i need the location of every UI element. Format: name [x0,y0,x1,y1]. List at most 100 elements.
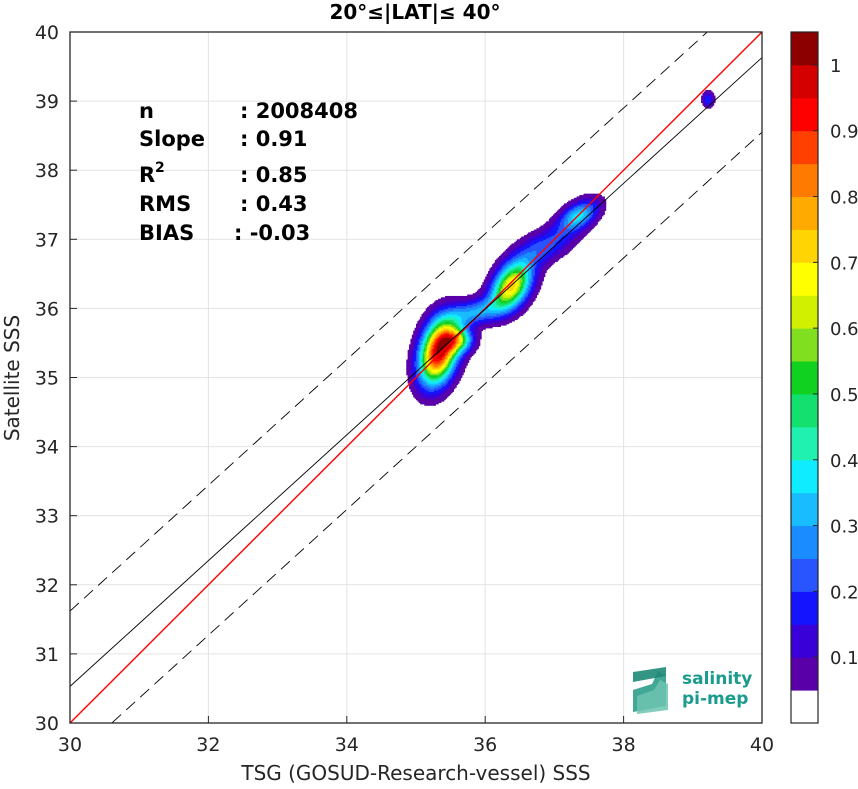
density-cell [522,305,525,308]
density-cell [445,301,448,304]
density-cell [461,371,464,374]
density-cell [496,287,499,290]
density-cell [467,349,470,352]
density-cell [440,359,443,362]
density-cell [425,318,428,321]
density-cell [442,354,445,356]
density-cell [436,378,439,381]
density-cell [514,287,517,290]
density-cell [512,289,515,292]
density-cell [483,286,486,289]
density-cell [449,349,452,352]
density-cell [417,348,420,351]
density-cell [421,367,424,370]
density-cell [425,329,428,332]
density-cell [511,298,514,301]
density-cell [449,380,452,383]
density-cell [482,300,485,303]
density-cell [501,264,504,267]
density-cell [453,320,456,323]
density-cell [482,327,485,330]
density-cell [519,260,522,263]
density-cell [451,374,454,377]
density-cell [523,236,526,239]
density-cell [442,300,445,303]
density-cell [418,389,421,392]
density-cell [481,293,484,296]
density-cell [503,262,506,265]
density-cell [454,365,457,368]
density-cell [449,347,452,350]
density-cell [483,322,486,325]
density-cell [449,300,452,303]
density-cell [435,400,438,403]
density-cell [487,319,490,322]
density-cell [504,295,507,298]
density-cell [420,331,423,334]
density-cell [468,326,471,329]
density-cell [446,322,449,325]
density-cell [454,351,457,354]
density-cell [409,355,412,358]
density-cell [529,264,532,267]
density-cell [456,355,459,358]
density-cell [521,278,524,280]
density-cell [440,301,443,304]
density-cell [422,383,425,386]
density-cell [469,304,472,307]
density-cell [442,392,445,395]
density-cell [514,260,517,263]
density-cell [414,354,417,356]
density-cell [450,356,453,359]
density-cell [515,316,518,319]
density-cell [519,305,522,308]
density-cell [504,311,507,314]
density-cell [482,320,485,323]
density-cell [449,304,452,307]
density-cell [489,312,492,315]
density-cell [436,376,439,379]
density-cell [504,268,507,271]
density-cell [487,286,490,289]
density-cell [456,319,459,322]
density-cell [429,385,432,388]
density-cell [500,319,503,322]
density-cell [436,384,439,387]
density-cell [468,327,471,330]
density-cell [474,319,477,322]
density-cell [511,275,514,278]
density-cell [467,330,470,333]
density-cell [467,336,470,339]
density-cell [453,311,456,314]
density-cell [475,324,478,327]
density-cell [522,266,525,269]
density-cell [447,309,450,312]
density-cell [489,287,492,290]
density-cell [483,305,486,308]
density-cell [529,250,532,253]
density-cell [468,294,471,297]
density-cell [504,319,507,322]
density-cell [508,305,511,308]
density-cell [461,322,464,325]
density-cell [510,293,513,296]
density-cell [478,297,481,300]
density-cell [504,313,507,316]
density-cell [518,300,521,303]
density-cell [457,336,460,339]
density-cell [457,371,460,374]
density-cell [517,240,520,243]
density-cell [510,251,513,254]
density-cell [458,308,461,311]
density-cell [440,360,443,363]
density-cell [438,374,441,377]
density-cell [512,293,515,296]
density-cell [440,392,443,395]
density-cell [409,373,412,376]
density-cell [413,374,416,377]
density-cell [523,284,526,287]
density-cell [440,324,443,327]
density-cell [432,360,435,363]
density-cell [492,269,495,272]
density-cell [505,304,508,307]
